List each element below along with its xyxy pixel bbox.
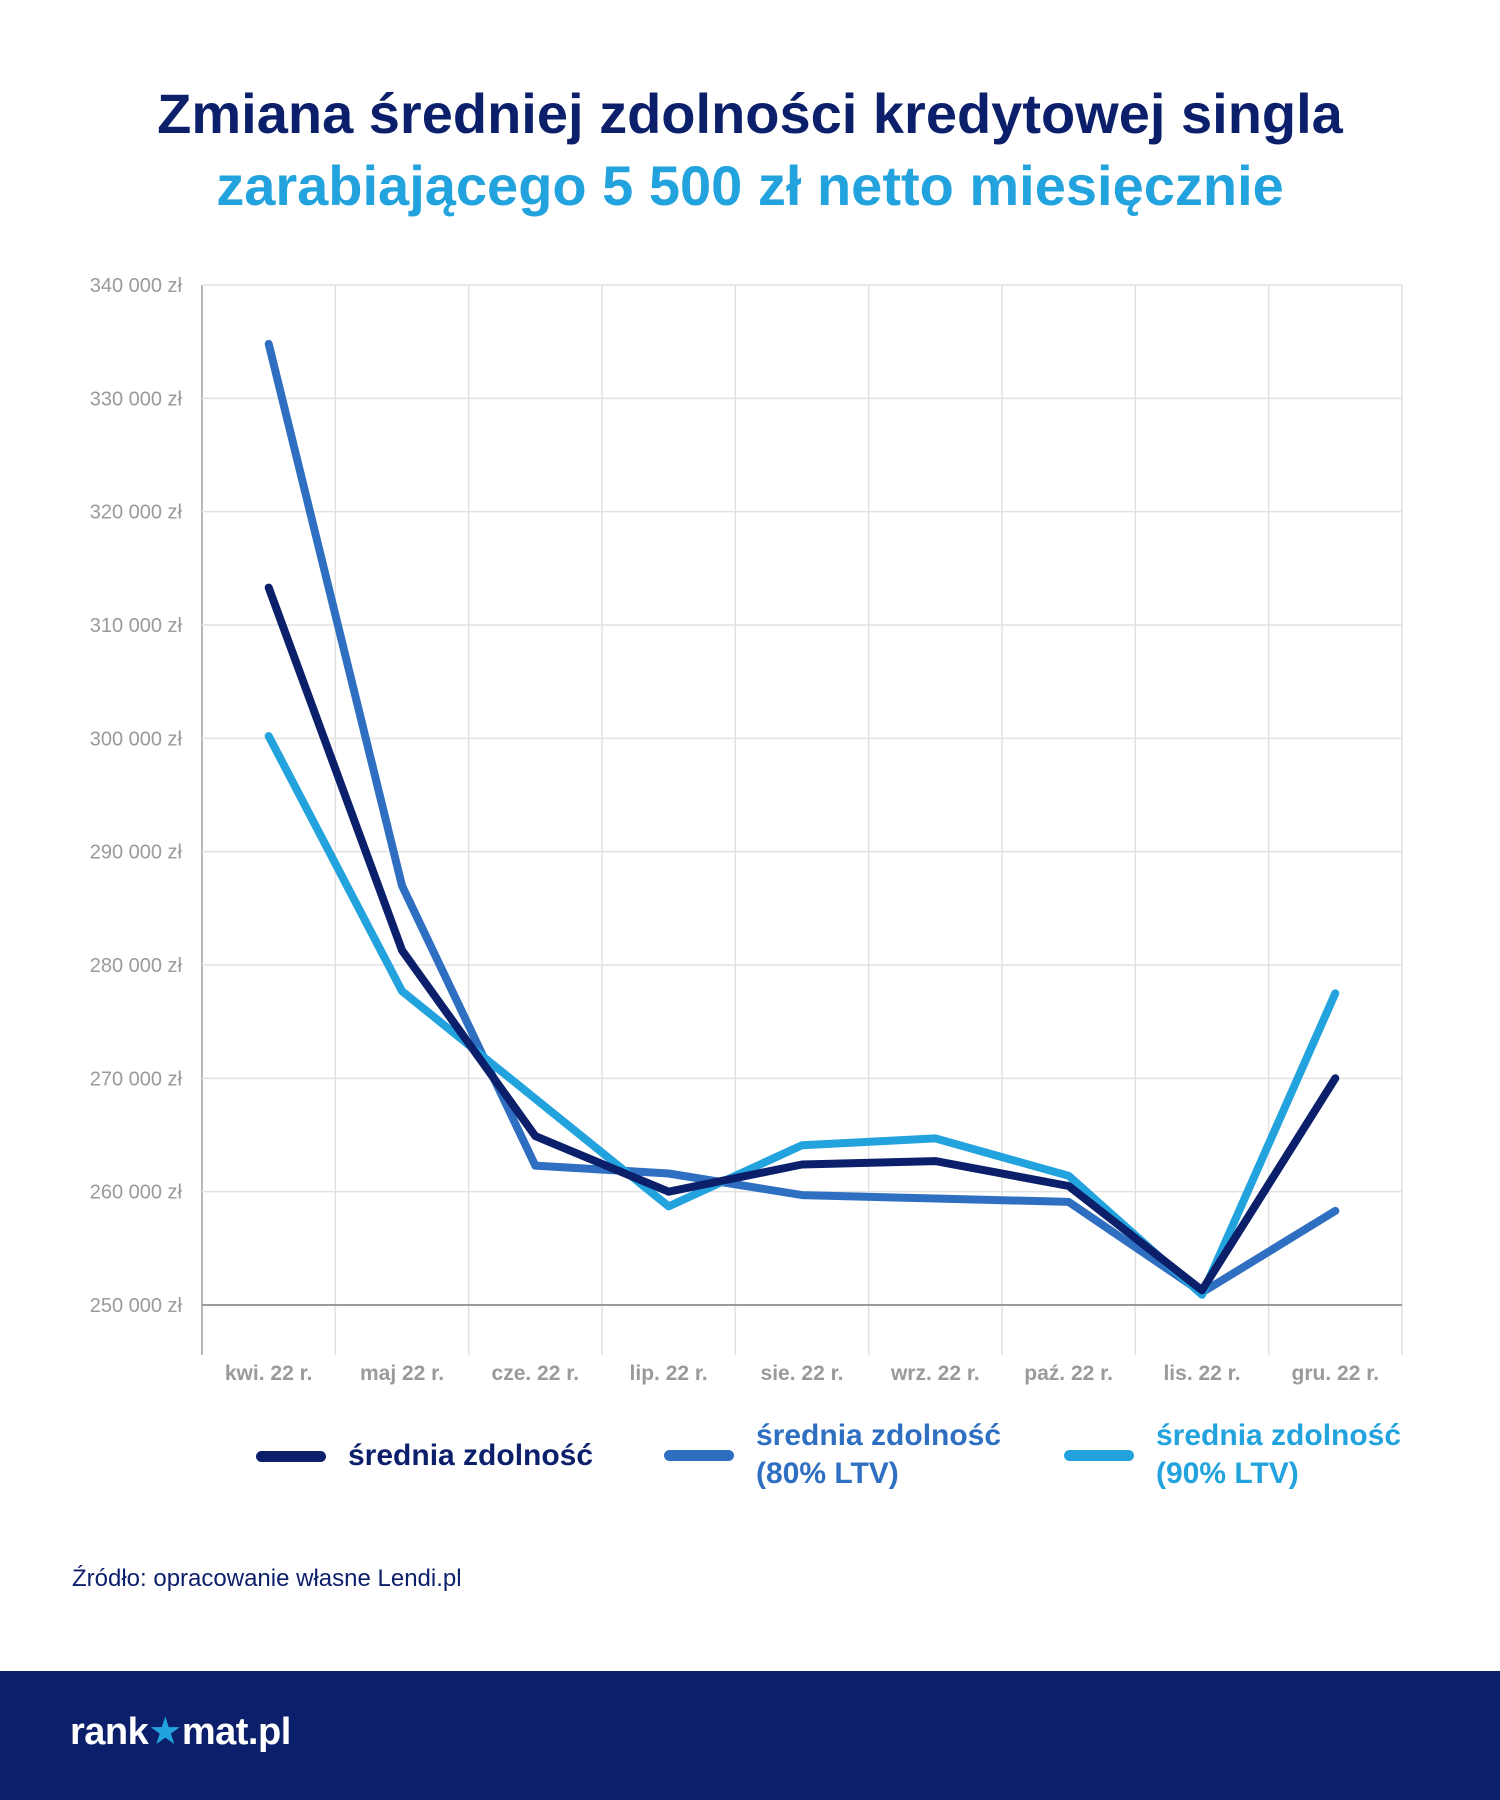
y-tick-label: 310 000 zł [90, 615, 183, 637]
x-tick-label: lip. 22 r. [630, 1362, 708, 1385]
legend-text-srednia: średnia zdolność [348, 1439, 594, 1472]
legend: średnia zdolność średnia zdolność (80% L… [0, 1419, 1500, 1535]
legend-item-90-ltv: średnia zdolność (90% LTV) [1064, 1417, 1401, 1493]
x-tick-label: kwi. 22 r. [225, 1362, 313, 1385]
y-tick-label: 320 000 zł [90, 502, 183, 524]
logo-text-left: rank [70, 1711, 149, 1753]
legend-swatch-80-ltv [664, 1449, 734, 1461]
series-line-2 [264, 732, 1340, 1299]
chart-series [264, 339, 1340, 1299]
legend-text-90-ltv-line1: średnia zdolność [1156, 1419, 1402, 1452]
series-line-1 [264, 339, 1340, 1297]
source-note: Źródło: opracowanie własne Lendi.pl [72, 1565, 462, 1592]
legend-swatch-90-ltv [1064, 1449, 1134, 1461]
x-tick-label: sie. 22 r. [761, 1362, 844, 1385]
y-tick-label: 270 000 zł [90, 1068, 183, 1090]
y-tick-label: 250 000 zł [90, 1295, 183, 1317]
y-tick-label: 260 000 zł [90, 1182, 183, 1204]
legend-label-80-ltv: średnia zdolność (80% LTV) [756, 1417, 1001, 1493]
x-tick-label: cze. 22 r. [492, 1362, 580, 1385]
y-tick-label: 290 000 zł [90, 842, 183, 864]
logo-text-right: mat.pl [181, 1711, 291, 1753]
line-chart: 250 000 zł 260 000 zł 270 000 zł 280 000 zł… [90, 275, 1403, 1385]
x-tick-label: lis. 22 r. [1163, 1362, 1240, 1385]
legend-item-80-ltv: średnia zdolność (80% LTV) [664, 1417, 1001, 1493]
chart-title: Zmiana średniej zdolności kredytowej sin… [0, 78, 1500, 222]
x-tick-label: gru. 22 r. [1292, 1362, 1380, 1385]
y-axis-ticks: 250 000 zł 260 000 zł 270 000 zł 280 000 zł… [90, 275, 183, 1317]
series-line-0 [264, 583, 1340, 1295]
legend-item-srednia: średnia zdolność [256, 1437, 593, 1475]
legend-label-90-ltv: średnia zdolność (90% LTV) [1156, 1417, 1401, 1493]
legend-text-80-ltv-line1: średnia zdolność [756, 1419, 1002, 1452]
legend-label-srednia: średnia zdolność [348, 1437, 593, 1475]
x-tick-label: wrz. 22 r. [890, 1362, 980, 1385]
legend-swatch-srednia [256, 1450, 326, 1462]
y-tick-label: 280 000 zł [90, 955, 183, 977]
legend-text-90-ltv-line2: (90% LTV) [1156, 1457, 1299, 1490]
legend-text-80-ltv-line2: (80% LTV) [756, 1457, 899, 1490]
y-tick-label: 330 000 zł [90, 388, 183, 410]
brand-logo[interactable]: rank★mat.pl [70, 1709, 291, 1754]
x-axis-ticks: kwi. 22 r. maj 22 r. cze. 22 r. lip. 22 r. s… [225, 1362, 1379, 1385]
y-tick-label: 340 000 zł [90, 275, 183, 297]
y-tick-label: 300 000 zł [90, 728, 183, 750]
title-line-1: Zmiana średniej zdolności kredytowej sin… [157, 82, 1343, 145]
star-icon: ★ [148, 1711, 182, 1753]
x-tick-label: paź. 22 r. [1024, 1362, 1113, 1385]
title-line-2: zarabiającego 5 500 zł netto miesięcznie [216, 154, 1284, 217]
x-tick-label: maj 22 r. [360, 1362, 444, 1385]
footer-bar: rank★mat.pl [0, 1671, 1500, 1800]
